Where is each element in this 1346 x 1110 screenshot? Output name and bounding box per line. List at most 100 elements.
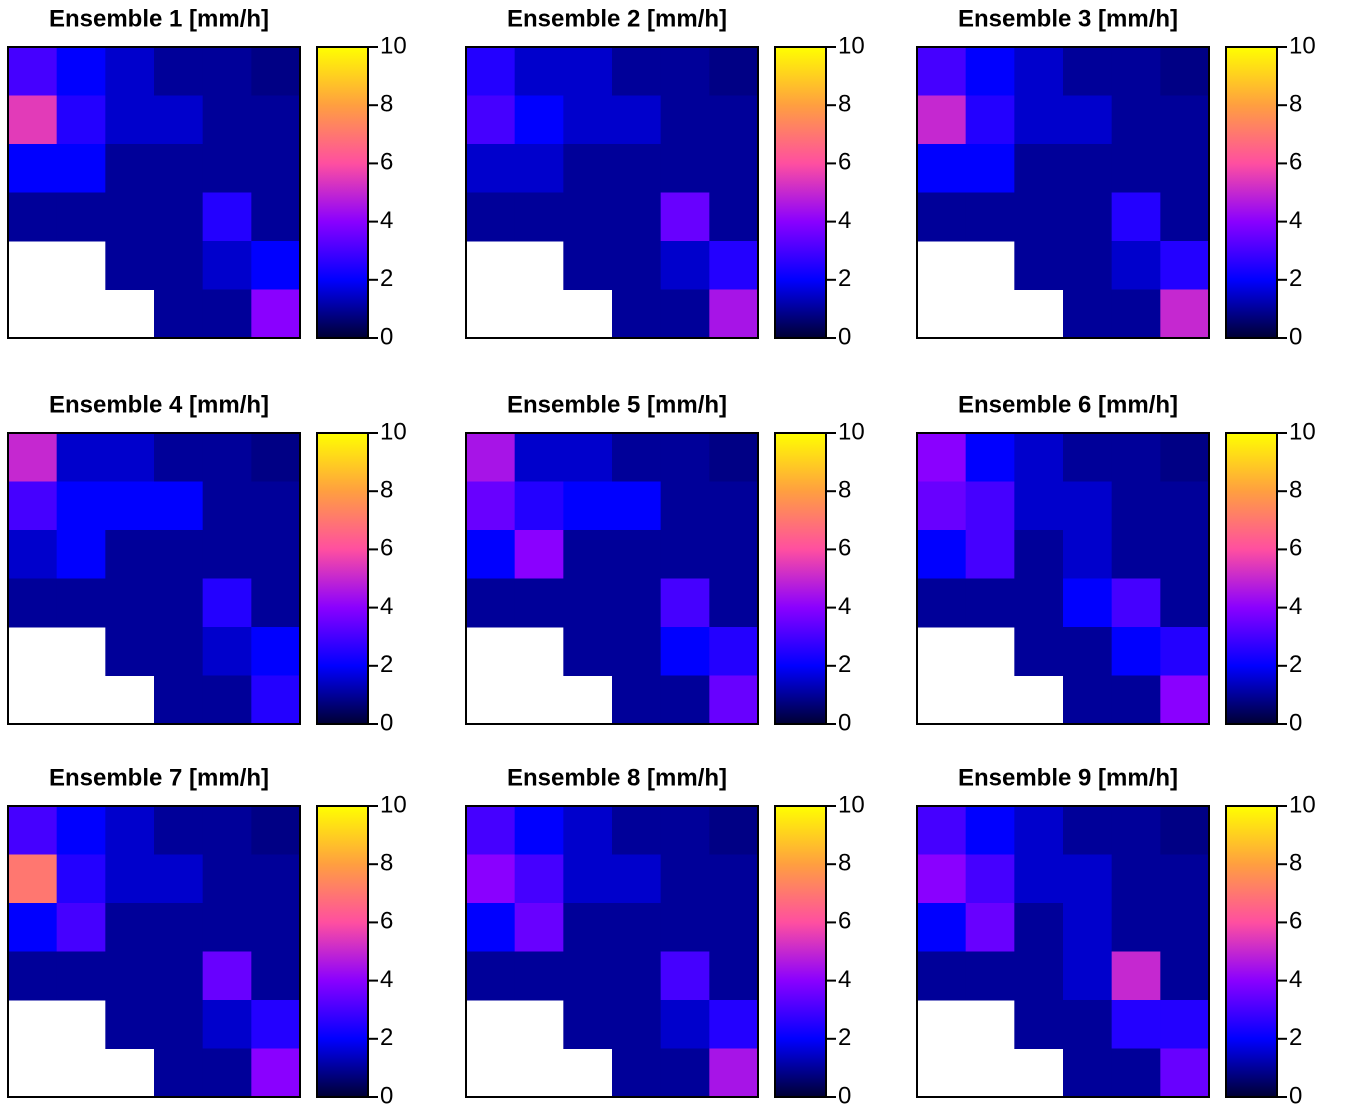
- tick-label: 8: [838, 91, 851, 118]
- tick-label: 8: [380, 91, 393, 118]
- tick-label: 10: [1289, 32, 1316, 59]
- heat-cell: [965, 806, 1015, 855]
- heat-cell: [105, 627, 155, 676]
- heat-cell: [917, 192, 967, 242]
- heat-cell: [154, 47, 204, 96]
- heat-cell: [154, 481, 204, 531]
- heat-cell: [105, 1000, 155, 1049]
- colorbar: [774, 432, 827, 725]
- heat-cell: [563, 951, 613, 1001]
- colorbar: [316, 46, 369, 339]
- heat-cell: [917, 481, 967, 531]
- heat-cell: [8, 903, 58, 952]
- heat-cell: [466, 481, 516, 531]
- heat-cell: [1063, 1000, 1113, 1049]
- heat-cell: [105, 241, 155, 290]
- heat-cell: [1063, 47, 1113, 96]
- heat-cell: [563, 903, 613, 952]
- heat-cell: [1014, 806, 1064, 855]
- heat-cell: [514, 951, 564, 1001]
- heat-cell: [514, 530, 564, 579]
- map-frame: [7, 46, 301, 339]
- tick-label: 4: [1289, 966, 1302, 993]
- heat-cell: [56, 192, 106, 242]
- heat-cell: [1014, 951, 1064, 1001]
- heat-cell: [1063, 951, 1113, 1001]
- heat-cell: [154, 675, 204, 725]
- heat-cell: [612, 578, 662, 628]
- heat-cell: [105, 806, 155, 855]
- heat-cell: [105, 903, 155, 952]
- heat-cell: [202, 530, 252, 579]
- tick-label: 2: [838, 651, 851, 678]
- heat-cell: [563, 47, 613, 96]
- heat-cell: [1111, 627, 1161, 676]
- heat-cell: [154, 192, 204, 242]
- heat-cell: [514, 144, 564, 193]
- heat-cell: [612, 530, 662, 579]
- heat-cell: [612, 1048, 662, 1098]
- heat-cell: [514, 481, 564, 531]
- tick-label: 6: [1289, 149, 1302, 176]
- heat-cell: [514, 854, 564, 904]
- heat-cell: [917, 144, 967, 193]
- heat-cell: [154, 144, 204, 193]
- panel-title: Ensemble 5 [mm/h]: [507, 391, 727, 418]
- heat-cell: [466, 192, 516, 242]
- heat-cell: [709, 289, 759, 339]
- heat-cell: [1111, 951, 1161, 1001]
- heat-cell: [1160, 627, 1210, 676]
- heat-cell: [612, 481, 662, 531]
- heat-cell: [563, 481, 613, 531]
- panel-title: Ensemble 6 [mm/h]: [958, 391, 1178, 418]
- heat-cell: [466, 433, 516, 482]
- heat-cell: [514, 192, 564, 242]
- tick-label: 6: [1289, 535, 1302, 562]
- panel: Ensemble 6 [mm/h] 0 2 4 6 8 10: [916, 391, 1316, 736]
- heat-cell: [154, 1000, 204, 1049]
- heat-cell: [563, 578, 613, 628]
- heat-cell: [8, 951, 58, 1001]
- heat-cell: [202, 192, 252, 242]
- heat-cell: [154, 95, 204, 145]
- heat-cell: [1111, 903, 1161, 952]
- tick-label: 10: [1289, 791, 1316, 818]
- heat-cell: [612, 903, 662, 952]
- heat-cell: [660, 481, 710, 531]
- heat-cell: [612, 144, 662, 193]
- heat-cell: [1160, 675, 1210, 725]
- heat-cell: [202, 481, 252, 531]
- panel: Ensemble 4 [mm/h] 0 2 4 6 8 10: [7, 391, 407, 736]
- panel-title: Ensemble 1 [mm/h]: [49, 5, 269, 32]
- heat-cell: [1160, 95, 1210, 145]
- tick-label: 0: [1289, 709, 1302, 736]
- heat-cell: [660, 47, 710, 96]
- heat-cell: [660, 903, 710, 952]
- heat-cell: [917, 578, 967, 628]
- heat-cell: [105, 854, 155, 904]
- heat-cell: [202, 1048, 252, 1098]
- heat-cell: [563, 854, 613, 904]
- heat-cell: [56, 578, 106, 628]
- heat-cell: [251, 144, 301, 193]
- panel: Ensemble 8 [mm/h] 0 2 4 6 8 10: [465, 764, 865, 1109]
- heat-cell: [466, 95, 516, 145]
- heat-cell: [56, 530, 106, 579]
- colorbar: [316, 805, 369, 1098]
- heat-cell: [1111, 144, 1161, 193]
- heat-cell: [105, 433, 155, 482]
- tick-label: 10: [380, 32, 407, 59]
- tick-label: 6: [838, 908, 851, 935]
- tick-label: 10: [1289, 418, 1316, 445]
- heat-cell: [1111, 481, 1161, 531]
- heat-cell: [1160, 530, 1210, 579]
- heat-cell: [251, 903, 301, 952]
- tick-label: 4: [838, 966, 851, 993]
- heat-cell: [1160, 433, 1210, 482]
- heat-cell: [466, 47, 516, 96]
- heat-cell: [8, 530, 58, 579]
- tick-label: 2: [1289, 265, 1302, 292]
- heat-cell: [202, 289, 252, 339]
- heat-cell: [1063, 854, 1113, 904]
- heat-cell: [56, 433, 106, 482]
